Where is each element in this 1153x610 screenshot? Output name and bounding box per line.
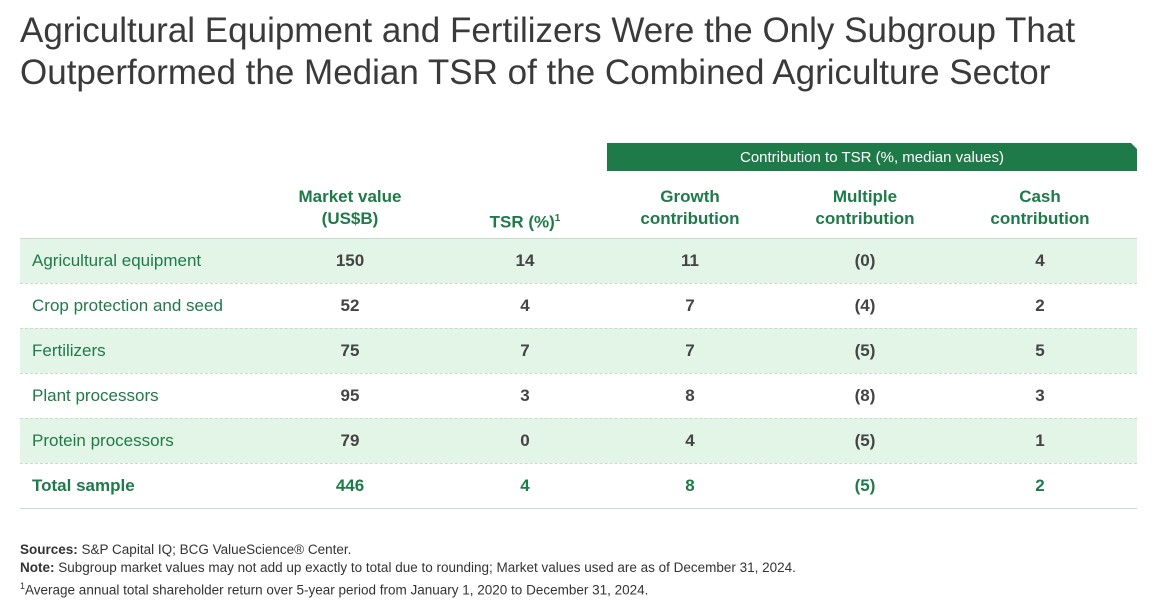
sources-line: Sources: S&P Capital IQ; BCG ValueScienc… — [20, 541, 1140, 559]
cell-tsr: 7 — [520, 341, 530, 360]
cell-multiple: (5) — [854, 431, 876, 450]
footnote-line: 1Average annual total shareholder return… — [20, 577, 1140, 600]
header-cash-line1: Cash — [1019, 187, 1061, 206]
cell-multiple: (5) — [854, 341, 876, 360]
header-cash-line2: contribution — [990, 209, 1090, 228]
cell-market-value: 75 — [340, 341, 360, 360]
page-title: Agricultural Equipment and Fertilizers W… — [20, 10, 1140, 94]
cell-growth: 11 — [681, 251, 699, 270]
footnote-text: Average annual total shareholder return … — [25, 582, 649, 598]
table-header: Market value (US$B) TSR (%)1 Growth cont… — [20, 180, 1137, 238]
header-multiple-line1: Multiple — [832, 187, 898, 206]
cell-cash: 2 — [1035, 296, 1045, 315]
title-line-1: Agricultural Equipment and Fertilizers W… — [20, 11, 1076, 50]
cell-market-value: 52 — [340, 296, 360, 315]
note-text: Subgroup market values may not add up ex… — [54, 560, 796, 575]
contribution-banner: Contribution to TSR (%, median values) — [607, 143, 1137, 171]
row-label: Protein processors — [32, 431, 174, 450]
footnote-marker: 1 — [20, 581, 26, 591]
cell-tsr: 4 — [520, 296, 530, 315]
header-market-value-line2: (US$B) — [321, 209, 379, 228]
header-tsr-sup: 1 — [554, 213, 561, 224]
cell-tsr: 14 — [515, 251, 535, 270]
cell-multiple: (0) — [854, 251, 876, 270]
row-label: Plant processors — [32, 386, 159, 405]
row-label: Fertilizers — [32, 341, 106, 360]
note-line: Note: Subgroup market values may not add… — [20, 559, 1140, 577]
header-multiple-line2: contribution — [815, 209, 915, 228]
cell-cash: 5 — [1035, 341, 1045, 360]
cell-cash: 1 — [1035, 431, 1045, 450]
row-label: Agricultural equipment — [32, 251, 202, 270]
cell-growth: 8 — [685, 476, 695, 495]
cell-multiple: (4) — [854, 296, 876, 315]
cell-market-value: 79 — [340, 431, 360, 450]
cell-growth: 4 — [685, 431, 695, 450]
header-cash: Cash contribution — [965, 186, 1115, 230]
cell-cash: 2 — [1035, 476, 1045, 495]
table-row-total: Total sample 446 4 8 (5) 2 — [20, 463, 1137, 509]
header-tsr-label: TSR (%) — [489, 212, 555, 232]
cell-cash: 4 — [1035, 251, 1045, 270]
sources-text: S&P Capital IQ; BCG ValueScience® Center… — [77, 542, 352, 557]
cell-tsr: 3 — [520, 386, 530, 405]
table-row: Protein processors 79 0 4 (5) 1 — [20, 418, 1137, 463]
header-growth: Growth contribution — [610, 186, 770, 230]
row-label: Total sample — [32, 476, 135, 495]
header-growth-line2: contribution — [640, 209, 740, 228]
header-market-value-line1: Market value — [298, 187, 402, 206]
cell-multiple: (5) — [854, 476, 876, 495]
header-growth-line1: Growth — [660, 187, 720, 206]
row-label: Crop protection and seed — [32, 296, 223, 315]
table-row: Fertilizers 75 7 7 (5) 5 — [20, 328, 1137, 373]
cell-cash: 3 — [1035, 386, 1045, 405]
cell-tsr: 0 — [520, 431, 530, 450]
tsr-table: Market value (US$B) TSR (%)1 Growth cont… — [20, 180, 1137, 509]
cell-tsr: 4 — [520, 476, 530, 495]
cell-growth: 7 — [685, 296, 695, 315]
header-multiple: Multiple contribution — [790, 186, 940, 230]
title-line-2: Outperformed the Median TSR of the Combi… — [20, 53, 1051, 92]
cell-market-value: 95 — [340, 386, 360, 405]
cell-market-value: 446 — [335, 476, 365, 495]
header-tsr: TSR (%)1 — [450, 208, 600, 234]
header-market-value: Market value (US$B) — [270, 186, 430, 230]
cell-market-value: 150 — [335, 251, 365, 270]
table-row: Agricultural equipment 150 14 11 (0) 4 — [20, 238, 1137, 283]
cell-growth: 8 — [685, 386, 695, 405]
cell-growth: 7 — [685, 341, 695, 360]
cell-multiple: (8) — [854, 386, 876, 405]
table-row: Crop protection and seed 52 4 7 (4) 2 — [20, 283, 1137, 328]
note-label: Note: — [20, 560, 55, 575]
table-row: Plant processors 95 3 8 (8) 3 — [20, 373, 1137, 418]
sources-label: Sources: — [20, 542, 78, 557]
footer-notes: Sources: S&P Capital IQ; BCG ValueScienc… — [20, 541, 1140, 600]
